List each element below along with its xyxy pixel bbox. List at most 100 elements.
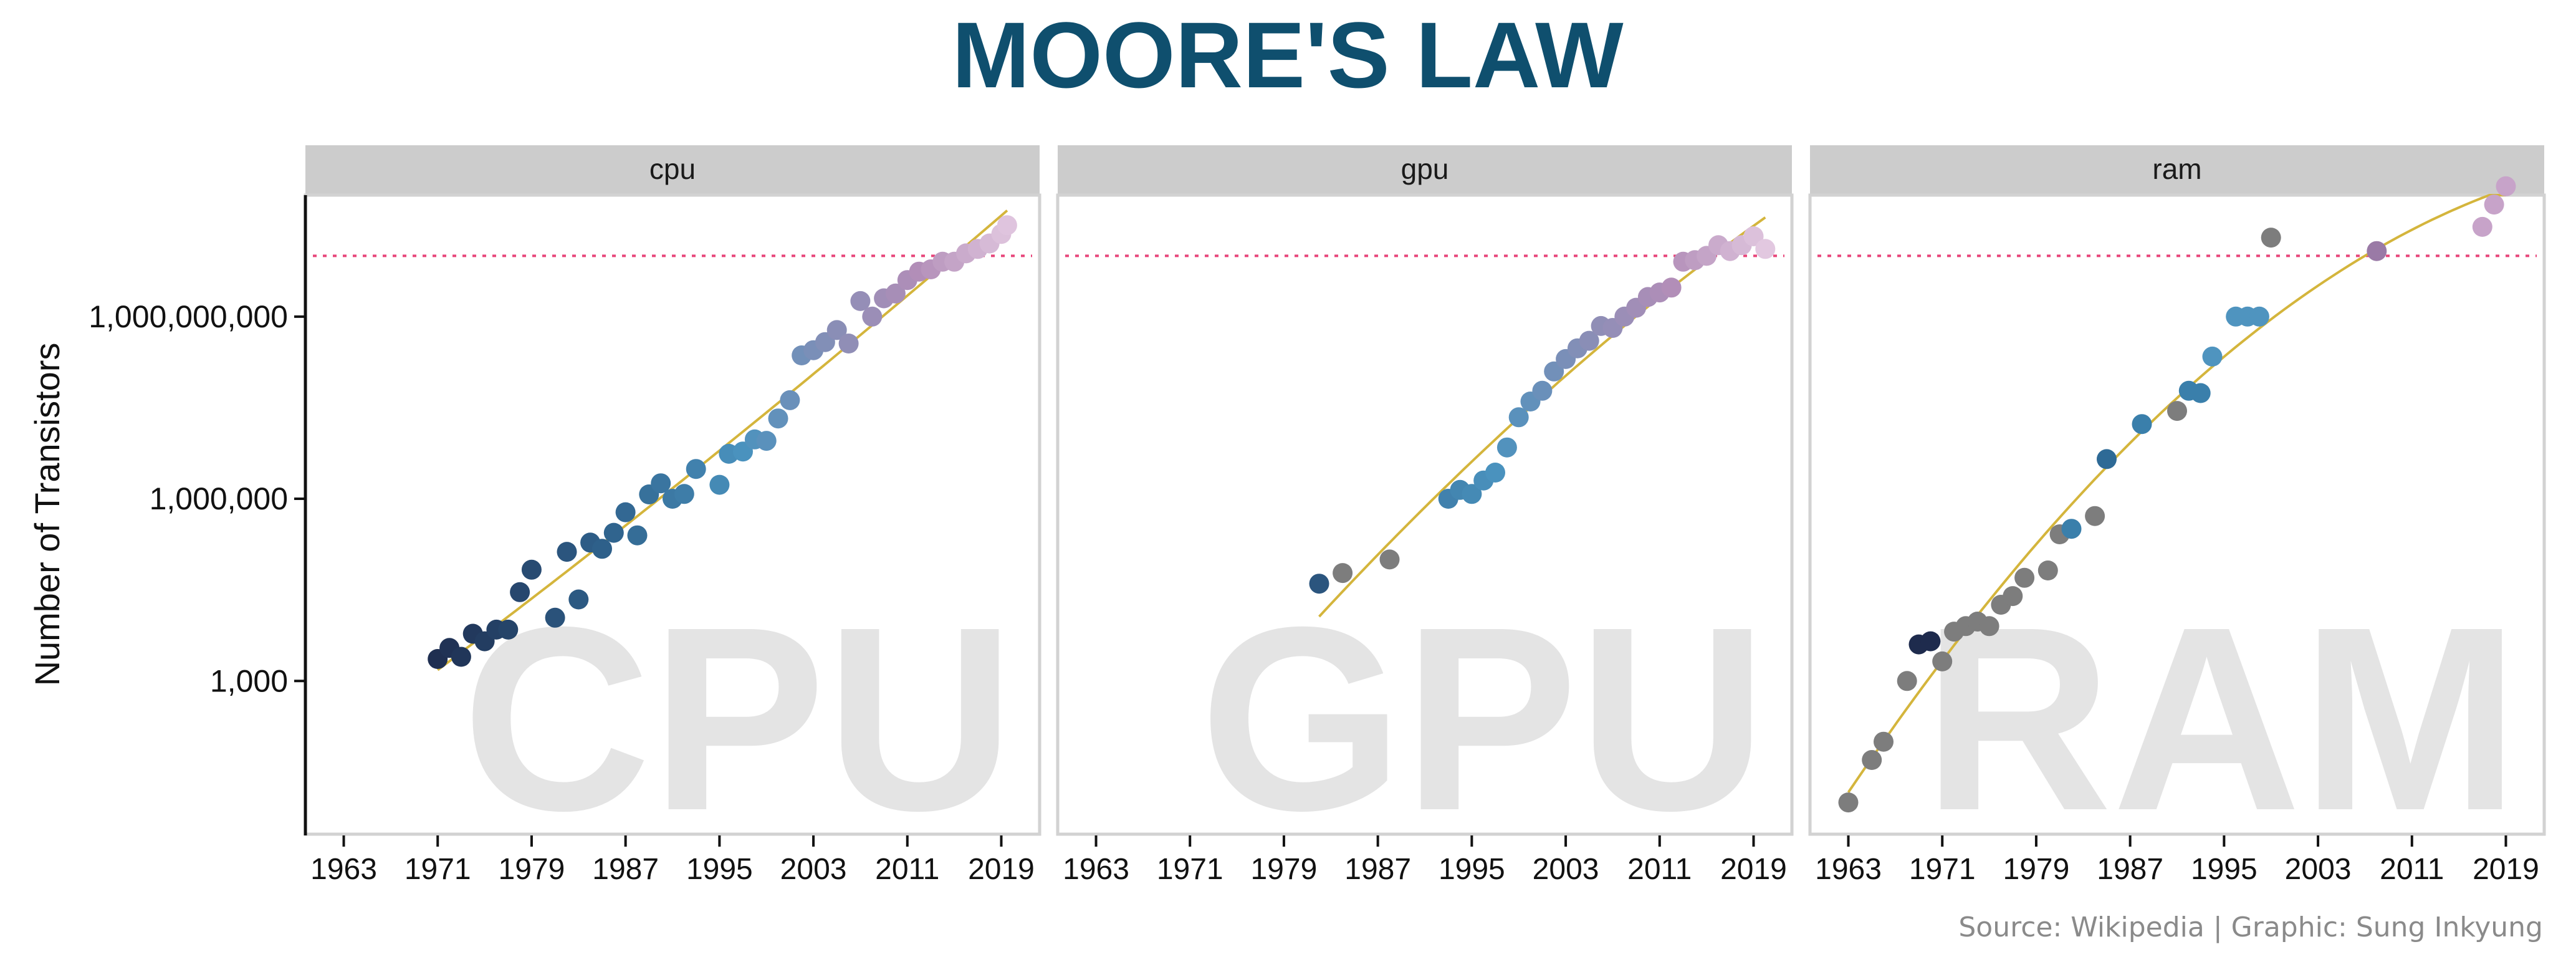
x-tick-label-ram: 1963 xyxy=(1815,853,1882,886)
x-tick-label-gpu: 1963 xyxy=(1063,853,1129,886)
data-point-ram xyxy=(1874,731,1894,752)
panel-watermark-cpu: CPU xyxy=(462,573,1015,865)
data-point-cpu xyxy=(686,459,706,479)
data-point-gpu xyxy=(1485,463,1505,483)
data-point-cpu xyxy=(709,474,730,495)
panel-ram: RAM ram 1963 1971 1979 1987 1995 2003 2011 2019 xyxy=(1808,145,2546,886)
x-tick-label-gpu: 1987 xyxy=(1344,853,1411,886)
x-tick-label-ram: 1971 xyxy=(1909,853,1976,886)
data-point-cpu xyxy=(885,283,906,304)
facet-strip-ram xyxy=(1810,145,2544,195)
data-point-gpu xyxy=(1496,437,1517,458)
x-tick-label-gpu: 2011 xyxy=(1627,853,1692,886)
data-point-cpu xyxy=(651,473,671,494)
facet-strip-label-gpu: gpu xyxy=(1401,153,1449,185)
data-point-ram xyxy=(2202,346,2223,367)
y-tick-label: 1,000 xyxy=(210,663,288,698)
panel-border-gpu xyxy=(1056,193,1794,836)
data-point-ram xyxy=(2190,383,2211,403)
data-point-cpu xyxy=(768,408,788,429)
facet-strip-cpu xyxy=(305,145,1040,195)
data-point-gpu xyxy=(1309,574,1329,594)
x-tick-label-cpu: 2019 xyxy=(968,853,1035,886)
data-point-ram xyxy=(1862,750,1882,770)
data-point-cpu xyxy=(997,215,1017,236)
x-tick-label-gpu: 1995 xyxy=(1439,853,1505,886)
x-tick-label-gpu: 2003 xyxy=(1533,853,1599,886)
data-point-cpu xyxy=(780,390,800,410)
data-point-ram xyxy=(2014,567,2035,588)
data-point-gpu xyxy=(1532,380,1553,401)
data-point-gpu xyxy=(1462,484,1482,504)
x-tick-label-ram: 1987 xyxy=(2097,853,2163,886)
x-tick-label-gpu: 1971 xyxy=(1157,853,1223,886)
x-tick-label-cpu: 1995 xyxy=(686,853,753,886)
data-point-cpu xyxy=(521,559,542,580)
data-point-gpu xyxy=(1743,226,1764,246)
y-axis-label: Number of Transistors xyxy=(27,343,67,686)
data-point-cpu xyxy=(510,582,530,602)
data-point-cpu xyxy=(674,484,694,504)
data-point-cpu xyxy=(756,431,777,451)
x-tick-label-ram: 1995 xyxy=(2191,853,2258,886)
source-caption: Source: Wikipedia | Graphic: Sung Inkyun… xyxy=(1958,911,2543,943)
panel-border-ram xyxy=(1808,193,2546,836)
x-tick-label-ram: 2003 xyxy=(2285,853,2352,886)
data-point-ram xyxy=(1932,651,1953,671)
facet-strip-label-cpu: cpu xyxy=(649,153,696,185)
data-point-cpu xyxy=(568,589,589,610)
data-point-gpu xyxy=(1544,361,1564,382)
data-point-ram xyxy=(2496,176,2516,196)
data-point-cpu xyxy=(603,522,624,543)
data-point-ram xyxy=(2037,560,2058,580)
x-tick-label-gpu: 2019 xyxy=(1720,853,1787,886)
data-point-ram xyxy=(1920,631,1941,652)
y-tick-label: 1,000,000 xyxy=(150,481,288,516)
x-tick-label-ram: 2011 xyxy=(2380,853,2444,886)
data-point-ram xyxy=(2003,586,2023,607)
data-point-ram xyxy=(2132,414,2152,435)
x-tick-label-cpu: 2011 xyxy=(875,853,939,886)
panel-watermark-ram: RAM xyxy=(1923,573,2519,865)
data-point-ram xyxy=(2484,195,2504,215)
data-point-ram xyxy=(2167,401,2187,421)
chart-title: MOORE'S LAW xyxy=(952,2,1624,107)
data-point-ram xyxy=(2472,216,2492,237)
x-tick-label-cpu: 1963 xyxy=(310,853,377,886)
x-tick-label-cpu: 1979 xyxy=(499,853,565,886)
data-point-cpu xyxy=(615,502,636,522)
data-point-gpu xyxy=(1333,563,1353,584)
data-point-ram xyxy=(2061,519,2082,539)
data-point-gpu xyxy=(1579,330,1599,351)
data-point-ram xyxy=(1838,792,1859,813)
y-tick-label: 1,000,000,000 xyxy=(89,299,288,334)
panel-gpu: GPU gpu 1963 1971 1979 1987 1995 2003 2011 2019 xyxy=(1056,145,1794,886)
data-point-gpu xyxy=(1755,239,1776,259)
x-tick-label-cpu: 1987 xyxy=(592,853,659,886)
x-tick-label-gpu: 1979 xyxy=(1251,853,1318,886)
data-point-gpu xyxy=(1379,549,1400,570)
data-point-cpu xyxy=(557,542,577,562)
panel-watermark-gpu: GPU xyxy=(1200,573,1767,865)
data-point-cpu xyxy=(498,619,519,640)
data-point-cpu xyxy=(545,607,565,628)
data-point-cpu xyxy=(850,291,871,311)
data-point-ram xyxy=(1897,671,1917,691)
data-point-cpu xyxy=(838,334,859,353)
data-point-gpu xyxy=(1508,407,1529,428)
x-tick-label-ram: 2019 xyxy=(2473,853,2539,886)
data-point-ram xyxy=(2261,228,2281,248)
x-tick-label-ram: 1979 xyxy=(2003,853,2070,886)
data-point-ram xyxy=(1979,616,1999,637)
data-point-cpu xyxy=(627,525,648,546)
x-tick-label-cpu: 1971 xyxy=(405,853,471,886)
y-axis: 1,000 1,000,000 1,000,000,000 xyxy=(89,195,307,835)
x-tick-label-cpu: 2003 xyxy=(780,853,847,886)
facet-strip-label-ram: ram xyxy=(2152,153,2201,185)
data-point-cpu xyxy=(826,320,847,340)
data-point-gpu xyxy=(1661,277,1682,298)
data-point-cpu xyxy=(592,539,612,559)
data-point-ram xyxy=(2097,449,2117,469)
